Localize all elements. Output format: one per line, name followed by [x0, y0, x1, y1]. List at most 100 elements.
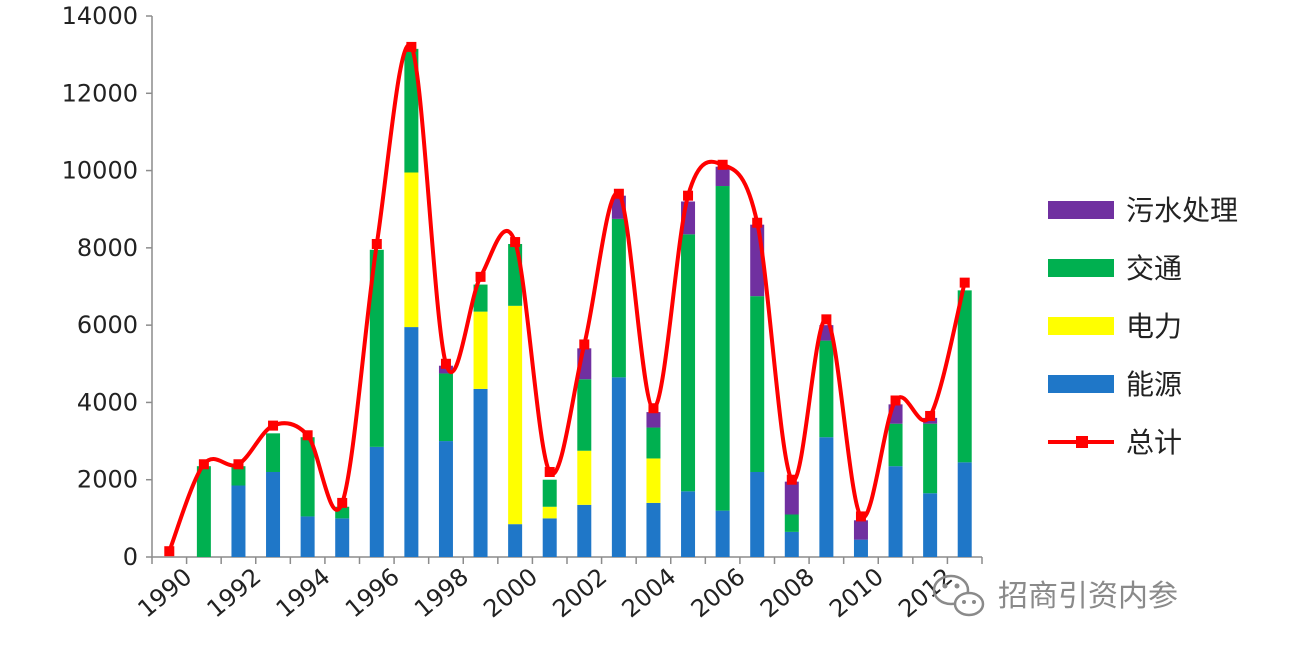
bar-segment — [542, 518, 557, 557]
legend-line-marker — [1076, 436, 1088, 448]
y-tick-label: 8000 — [77, 234, 138, 262]
y-tick-label: 0 — [123, 543, 138, 571]
bar-segment — [473, 388, 488, 557]
bar-segment — [888, 466, 903, 557]
total-marker — [510, 237, 521, 248]
total-marker — [406, 41, 417, 52]
legend-swatch — [1048, 201, 1114, 219]
y-tick-label: 10000 — [62, 157, 138, 185]
bar-segment — [646, 412, 661, 428]
bar-segment — [819, 340, 834, 438]
total-marker — [579, 339, 590, 350]
total-marker — [959, 277, 970, 288]
bar-segment — [750, 471, 765, 557]
bar-segment — [819, 437, 834, 557]
wechat-icon — [932, 574, 985, 617]
bar-segment — [266, 433, 281, 472]
bar-segment — [646, 427, 661, 459]
bar-segment — [715, 166, 730, 187]
bar-segment — [438, 365, 453, 374]
bar-segment — [750, 296, 765, 472]
total-marker — [371, 238, 382, 249]
bar-segment — [923, 423, 938, 494]
bar-segment — [369, 446, 384, 557]
bar-segment — [611, 218, 626, 378]
total-marker — [717, 159, 728, 170]
bar-segment — [473, 311, 488, 389]
total-marker — [475, 271, 486, 282]
x-tick-label: 1998 — [409, 563, 474, 624]
x-tick-label: 2004 — [617, 563, 682, 624]
bar-stacks — [196, 48, 972, 557]
bar-segment — [784, 531, 799, 557]
total-marker — [752, 217, 763, 228]
total-marker — [268, 420, 279, 431]
watermark-text: 招商引资内参 — [998, 579, 1178, 614]
bar-segment — [715, 510, 730, 557]
total-marker — [855, 511, 866, 522]
bar-segment — [923, 493, 938, 557]
bar-segment — [888, 423, 903, 467]
total-marker — [544, 466, 555, 477]
legend-label: 电力 — [1126, 310, 1182, 343]
total-marker — [925, 410, 936, 421]
bar-segment — [646, 502, 661, 557]
bar-segment — [542, 506, 557, 519]
bar-segment — [853, 520, 868, 540]
x-tick-label: 2012 — [893, 563, 958, 624]
bar-segment — [335, 518, 350, 557]
total-marker — [786, 474, 797, 485]
x-tick-label: 1994 — [271, 563, 336, 624]
bar-segment — [231, 485, 246, 557]
watermark: 招商引资内参 — [932, 574, 1178, 617]
total-marker — [890, 395, 901, 406]
bar-segment — [369, 249, 384, 447]
total-line — [167, 43, 967, 552]
x-tick-label: 1992 — [202, 563, 267, 624]
total-marker — [648, 403, 659, 414]
bar-segment — [404, 172, 419, 328]
total-marker — [164, 546, 175, 557]
bar-segment — [957, 462, 972, 557]
bar-segment — [542, 479, 557, 507]
legend-swatch — [1048, 259, 1114, 277]
x-tick-label: 1990 — [132, 563, 197, 624]
total-marker — [233, 459, 244, 470]
bar-segment — [646, 458, 661, 503]
x-tick-label: 2006 — [686, 563, 751, 624]
y-tick-label: 14000 — [62, 2, 138, 30]
bar-segment — [681, 234, 696, 492]
total-marker — [821, 314, 832, 325]
y-tick-label: 2000 — [77, 466, 138, 494]
bar-segment — [266, 471, 281, 557]
bar-segment — [681, 491, 696, 557]
legend-label: 交通 — [1126, 252, 1182, 285]
total-marker — [613, 188, 624, 199]
y-tick-label: 4000 — [77, 388, 138, 416]
x-tick-label: 2000 — [478, 563, 543, 624]
legend-label: 污水处理 — [1126, 194, 1238, 227]
bar-segment — [404, 327, 419, 557]
bar-segment — [300, 516, 315, 557]
x-tick-label: 1996 — [340, 563, 405, 624]
bar-segment — [611, 377, 626, 557]
total-marker — [440, 358, 451, 369]
bar-segment — [957, 290, 972, 463]
bar-segment — [784, 481, 799, 515]
bar-segment — [784, 514, 799, 532]
bar-segment — [438, 373, 453, 442]
total-marker — [683, 190, 694, 201]
bar-segment — [404, 48, 419, 173]
bar-segment — [577, 450, 592, 505]
bar-segment — [715, 186, 730, 511]
bar-segment — [300, 437, 315, 517]
bar-segment — [508, 305, 523, 525]
bar-segment — [438, 441, 453, 557]
total-marker — [337, 497, 348, 508]
y-tick-label: 6000 — [77, 311, 138, 339]
x-tick-label: 2002 — [547, 563, 612, 624]
legend-label: 能源 — [1126, 368, 1182, 401]
bar-segment — [508, 524, 523, 557]
